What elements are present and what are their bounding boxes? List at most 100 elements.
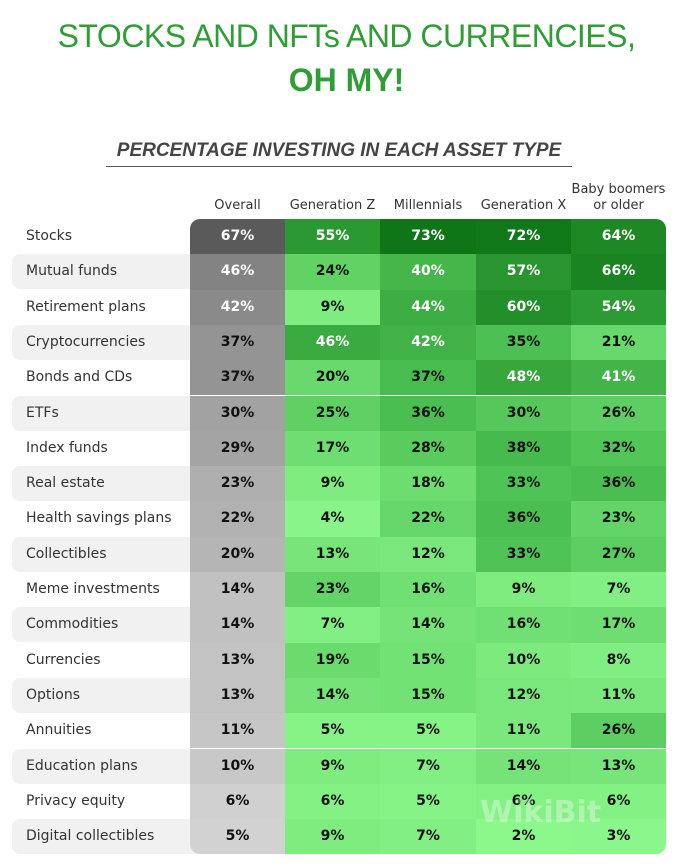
heatmap-cell: 66% xyxy=(571,254,666,290)
heatmap-cell: 36% xyxy=(476,501,571,537)
watermark-logo: WikiBit xyxy=(480,795,602,830)
heatmap-cell: 64% xyxy=(571,219,666,255)
row-label: ETFs xyxy=(26,404,59,421)
heatmap-cell: 9% xyxy=(476,572,571,608)
heatmap-cell: 25% xyxy=(285,395,380,431)
heatmap-cell: 30% xyxy=(190,395,285,431)
column-header: Generation X xyxy=(480,198,567,213)
heatmap-cell: 38% xyxy=(476,430,571,467)
heatmap-cell: 11% xyxy=(476,713,571,749)
heatmap-cell: 46% xyxy=(285,324,380,361)
heatmap-cell: 37% xyxy=(380,360,476,396)
row-label: Education plans xyxy=(26,757,138,774)
heatmap-cell: 12% xyxy=(380,536,476,572)
heatmap-cell: 16% xyxy=(476,607,571,643)
heatmap-cell: 57% xyxy=(476,254,571,290)
heatmap-cell: 32% xyxy=(571,430,666,467)
heatmap-cell: 30% xyxy=(476,395,571,431)
heatmap-cell: 37% xyxy=(190,324,285,361)
heatmap-cell: 16% xyxy=(380,572,476,608)
heatmap-cell: 15% xyxy=(380,677,476,714)
heatmap-cell: 11% xyxy=(571,677,666,714)
heatmap-cell: 40% xyxy=(380,254,476,290)
heatmap-cell: 23% xyxy=(571,501,666,537)
heatmap-cell: 21% xyxy=(571,324,666,361)
heatmap-cell: 9% xyxy=(285,748,380,784)
heatmap-cell: 54% xyxy=(571,289,666,325)
heatmap-cell: 29% xyxy=(190,430,285,467)
heatmap-cell: 11% xyxy=(190,713,285,749)
heatmap-cell: 26% xyxy=(571,395,666,431)
row-label: Collectibles xyxy=(26,545,107,562)
row-label: Index funds xyxy=(26,439,108,456)
heatmap-cell: 41% xyxy=(571,360,666,396)
heatmap-cell: 33% xyxy=(476,536,571,572)
heatmap-cell: 15% xyxy=(380,642,476,678)
column-header: Overall xyxy=(214,198,261,213)
heatmap-cell: 17% xyxy=(285,430,380,467)
heatmap-cell: 14% xyxy=(476,748,571,784)
column-header: Millennials xyxy=(393,198,463,213)
heatmap-cell: 12% xyxy=(476,677,571,714)
heatmap-cell: 36% xyxy=(571,466,666,502)
heatmap-cell: 22% xyxy=(190,501,285,537)
heatmap-cell: 24% xyxy=(285,254,380,290)
row-label: Retirement plans xyxy=(26,298,146,315)
heatmap-cell: 20% xyxy=(285,360,380,396)
heatmap-cell: 4% xyxy=(285,501,380,537)
heatmap-cell: 6% xyxy=(476,783,571,820)
heatmap-cell: 37% xyxy=(190,360,285,396)
row-label: Privacy equity xyxy=(26,792,126,809)
row-label: Meme investments xyxy=(26,581,160,597)
heatmap-cell: 20% xyxy=(190,536,285,572)
heatmap-cell: 23% xyxy=(285,572,380,608)
heatmap-cell: 7% xyxy=(380,819,476,854)
heatmap-cell: 14% xyxy=(285,677,380,714)
heatmap-cell: 73% xyxy=(380,219,476,255)
heatmap-cell: 7% xyxy=(380,748,476,784)
heatmap-cell: 9% xyxy=(285,819,380,854)
row-label: Currencies xyxy=(26,651,101,668)
heatmap-cell: 7% xyxy=(571,572,666,608)
column-header: Generation Z xyxy=(289,198,376,213)
heatmap-cell: 72% xyxy=(476,219,571,255)
heatmap-cell: 2% xyxy=(476,819,571,854)
heatmap-cell: 6% xyxy=(285,783,380,820)
heatmap-cell: 13% xyxy=(190,642,285,678)
heatmap-cell: 23% xyxy=(190,466,285,502)
heatmap-cell: 42% xyxy=(380,324,476,361)
heatmap-cell: 60% xyxy=(476,289,571,325)
heatmap-cell: 5% xyxy=(190,819,285,854)
heatmap-cell: 10% xyxy=(476,642,571,678)
heatmap-cell: 6% xyxy=(190,783,285,820)
heatmap-cell: 8% xyxy=(571,642,666,678)
row-label: Options xyxy=(26,686,81,703)
heatmap-cell: 26% xyxy=(571,713,666,749)
title-line-2: OH MY! xyxy=(288,62,405,98)
heatmap-cell: 27% xyxy=(571,536,666,572)
heatmap-cell: 10% xyxy=(190,748,285,784)
heatmap-cell: 7% xyxy=(285,607,380,643)
heatmap-cell: 14% xyxy=(190,607,285,643)
heatmap-cell: 28% xyxy=(380,430,476,467)
chart-title: PERCENTAGE INVESTING IN EACH ASSET TYPE xyxy=(106,140,572,167)
title-line-1: STOCKS AND NFTs AND CURRENCIES, xyxy=(57,18,636,54)
heatmap-cell: 13% xyxy=(190,677,285,714)
heatmap-cell: 13% xyxy=(571,748,666,784)
heatmap-cell: 5% xyxy=(285,713,380,749)
heatmap-cell: 3% xyxy=(571,819,666,854)
heatmap-cell: 42% xyxy=(190,289,285,325)
row-label: Stocks xyxy=(26,228,73,244)
heatmap-cell: 44% xyxy=(380,289,476,325)
row-label: Bonds and CDs xyxy=(26,369,133,386)
row-label: Digital collectibles xyxy=(26,828,155,845)
heatmap-cell: 67% xyxy=(190,219,285,255)
heatmap-grid: 67% 55% 73% 72% 64% 46% 24% 40% 57% 66% 42% 9% 44% 60… xyxy=(190,219,666,854)
heatmap-cell: 22% xyxy=(380,501,476,537)
row-label: Real estate xyxy=(26,475,105,492)
row-label: Mutual funds xyxy=(26,263,118,280)
row-label: Annuities xyxy=(26,722,92,739)
heatmap-cell: 35% xyxy=(476,324,571,361)
heatmap-cell: 6% xyxy=(571,783,666,820)
